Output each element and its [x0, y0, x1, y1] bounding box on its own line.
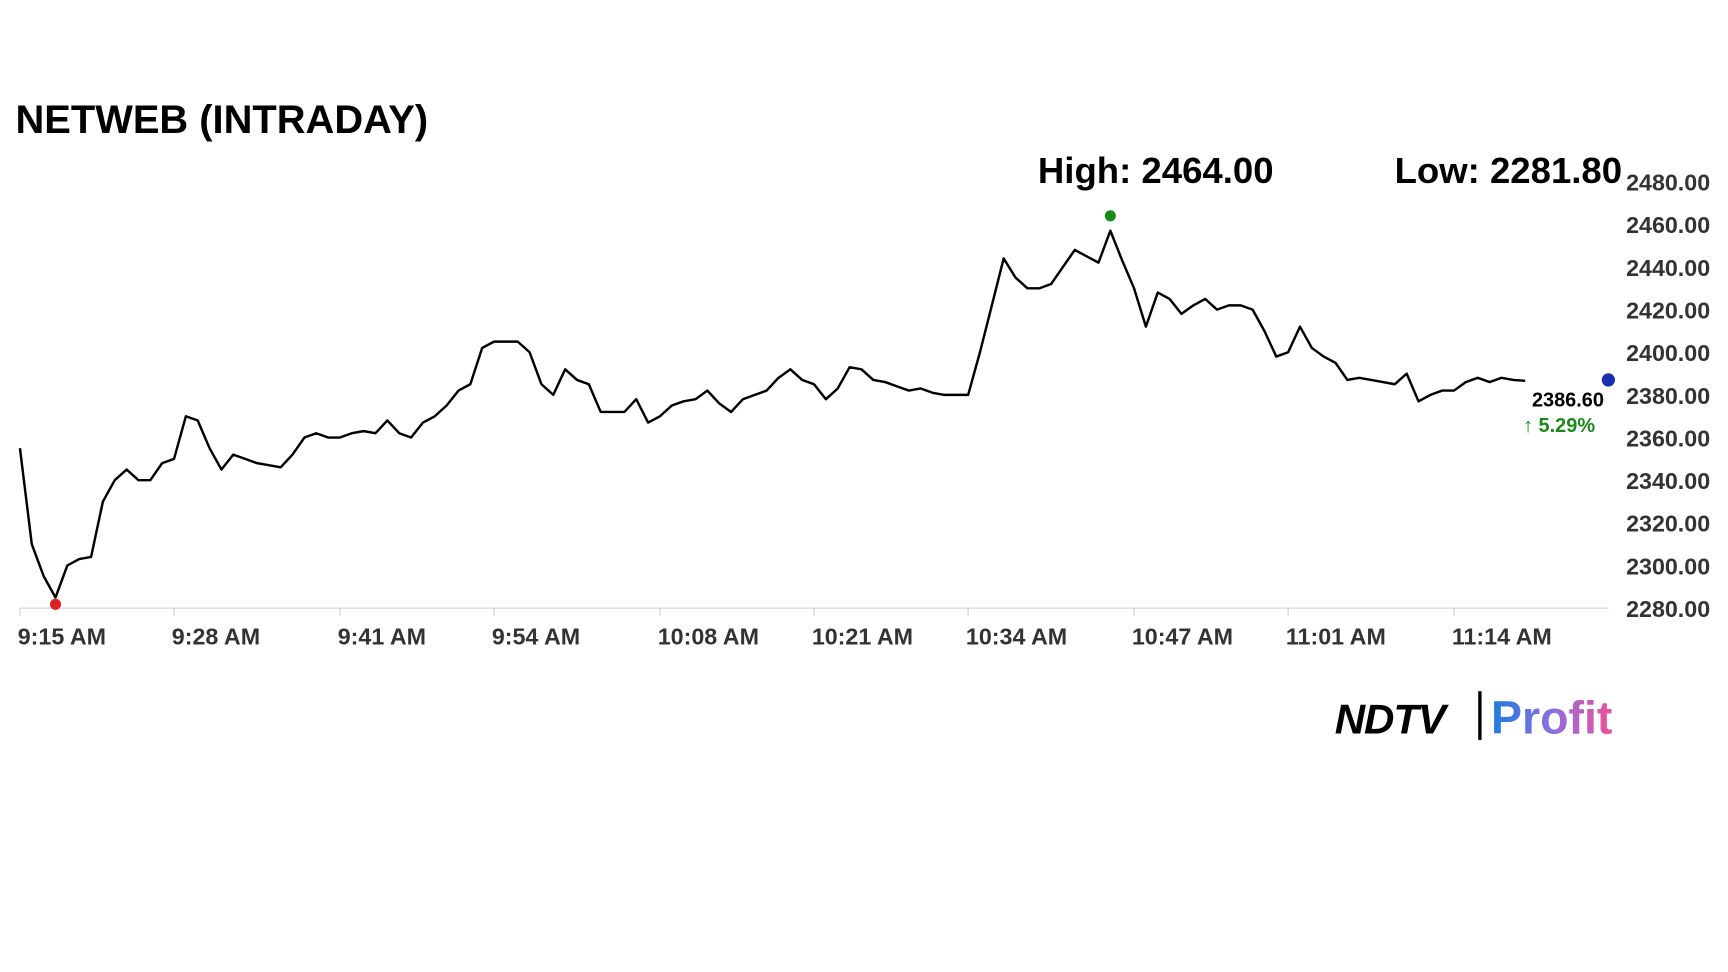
last-price: 2386.60 — [1532, 390, 1604, 412]
y-tick-label: 2380.00 — [1626, 383, 1710, 409]
logo-brand: NDTV — [1335, 695, 1449, 742]
x-tick-label: 10:47 AM — [1132, 624, 1233, 650]
x-tick-label: 10:34 AM — [966, 624, 1067, 650]
low-label: Low: 2281.80 — [1395, 150, 1623, 191]
price-line — [18, 229, 1526, 599]
y-tick-label: 2420.00 — [1626, 297, 1710, 323]
x-tick-label: 11:14 AM — [1452, 624, 1552, 650]
y-tick-label: 2320.00 — [1626, 511, 1710, 537]
x-tick-label: 9:15 AM — [18, 624, 106, 650]
high-label: High: 2464.00 — [1038, 150, 1274, 191]
x-tick-label: 9:54 AM — [492, 624, 580, 650]
change-label: ↑ 5.29% — [1523, 415, 1595, 437]
logo-product: Profit — [1491, 691, 1612, 743]
y-tick-label: 2480.00 — [1626, 170, 1710, 196]
x-tick-label: 9:41 AM — [338, 624, 426, 650]
y-tick-label: 2440.00 — [1626, 255, 1710, 281]
high-marker — [1104, 210, 1116, 222]
low-marker — [49, 598, 62, 610]
x-tick-label: 10:08 AM — [658, 624, 759, 650]
y-tick-label: 2400.00 — [1626, 340, 1710, 366]
chart-title: NETWEB (INTRADAY) — [16, 98, 429, 142]
y-tick-label: 2280.00 — [1626, 596, 1710, 622]
y-tick-label: 2340.00 — [1626, 468, 1710, 494]
y-tick-label: 2360.00 — [1626, 425, 1710, 451]
x-tick-label: 9:28 AM — [172, 624, 260, 650]
y-tick-label: 2300.00 — [1626, 553, 1710, 579]
x-tick-label: 10:21 AM — [812, 624, 913, 650]
x-tick-label: 11:01 AM — [1286, 624, 1386, 650]
end-marker — [1601, 373, 1616, 387]
y-tick-label: 2460.00 — [1626, 212, 1710, 238]
